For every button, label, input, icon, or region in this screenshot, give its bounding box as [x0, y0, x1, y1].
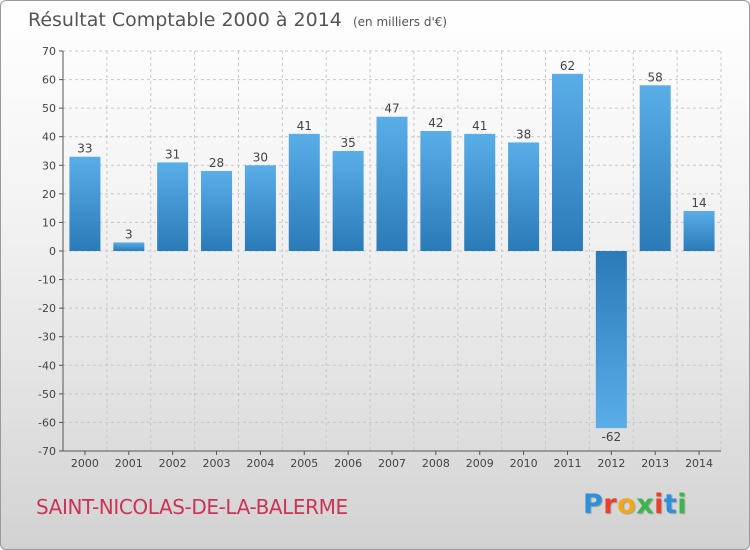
x-tick-label: 2002: [159, 457, 187, 470]
bar: [420, 131, 452, 251]
x-tick-label: 2013: [641, 457, 669, 470]
y-tick-label: -20: [38, 302, 56, 315]
x-tick-label: 2000: [71, 457, 99, 470]
chart-title: Résultat Comptable 2000 à 2014: [28, 9, 342, 31]
bar: [508, 142, 540, 251]
y-tick-label: 60: [42, 74, 56, 87]
title-row: Résultat Comptable 2000 à 2014 (en milli…: [28, 9, 447, 31]
x-tick-label: 2014: [685, 457, 713, 470]
bar: [683, 211, 715, 251]
bar: [69, 156, 101, 251]
data-label: 31: [165, 147, 180, 161]
data-label: 38: [516, 127, 531, 141]
x-tick-label: 2001: [115, 457, 143, 470]
y-tick-label: 40: [42, 131, 56, 144]
y-tick-label: -30: [38, 331, 56, 344]
y-tick-label: 20: [42, 188, 56, 201]
commune-name: SAINT-NICOLAS-DE-LA-BALERME: [36, 495, 348, 519]
bar: [639, 85, 671, 252]
x-tick-label: 2005: [290, 457, 318, 470]
brand-letter: x: [636, 489, 655, 520]
y-tick-label: 30: [42, 159, 56, 172]
x-tick-label: 2008: [422, 457, 450, 470]
brand-letter: t: [663, 489, 678, 520]
y-tick-label: 50: [42, 102, 56, 115]
data-label: 28: [209, 156, 224, 170]
data-label: 33: [77, 142, 92, 156]
bar: [244, 165, 276, 251]
x-tick-label: 2010: [510, 457, 538, 470]
data-label: 58: [648, 70, 663, 84]
brand-logo[interactable]: Proxiti: [583, 489, 687, 520]
data-label: -62: [602, 430, 622, 444]
brand-letter: i: [654, 489, 664, 520]
data-label: 30: [253, 150, 268, 164]
y-tick-label: 10: [42, 216, 56, 229]
data-label: 14: [691, 196, 706, 210]
data-label: 47: [384, 102, 399, 116]
x-tick-label: 2011: [553, 457, 581, 470]
x-tick-label: 2012: [597, 457, 625, 470]
bar: [464, 133, 496, 251]
y-tick-label: -60: [38, 416, 56, 429]
bar: [157, 162, 189, 251]
bar: [113, 242, 145, 251]
y-tick-label: 70: [42, 45, 56, 58]
brand-letter: P: [583, 489, 604, 520]
bar: [595, 251, 627, 429]
brand-letter: r: [603, 489, 618, 520]
x-tick-label: 2003: [203, 457, 231, 470]
chart-unit: (en milliers d'€): [352, 15, 448, 29]
y-tick-label: -40: [38, 359, 56, 372]
bar: [201, 171, 233, 251]
x-tick-label: 2004: [246, 457, 274, 470]
bar: [376, 116, 408, 251]
data-label: 35: [340, 136, 355, 150]
y-tick-label: 0: [49, 245, 56, 258]
axis-layer: 706050403020100-10-20-30-40-50-60-702000…: [38, 45, 721, 470]
brand-letter: i: [677, 489, 688, 520]
data-label: 41: [472, 119, 487, 133]
data-label: 62: [560, 59, 575, 73]
x-tick-label: 2009: [466, 457, 494, 470]
bar: [551, 73, 583, 251]
data-label: 3: [125, 227, 133, 241]
bar: [288, 133, 320, 251]
y-tick-label: -10: [38, 274, 56, 287]
y-tick-label: -50: [38, 388, 56, 401]
x-tick-label: 2007: [378, 457, 406, 470]
bar: [332, 151, 364, 251]
x-tick-label: 2006: [334, 457, 362, 470]
data-label: 42: [428, 116, 443, 130]
data-label: 41: [297, 119, 312, 133]
y-tick-label: -70: [38, 445, 56, 458]
brand-letter: o: [617, 489, 637, 520]
